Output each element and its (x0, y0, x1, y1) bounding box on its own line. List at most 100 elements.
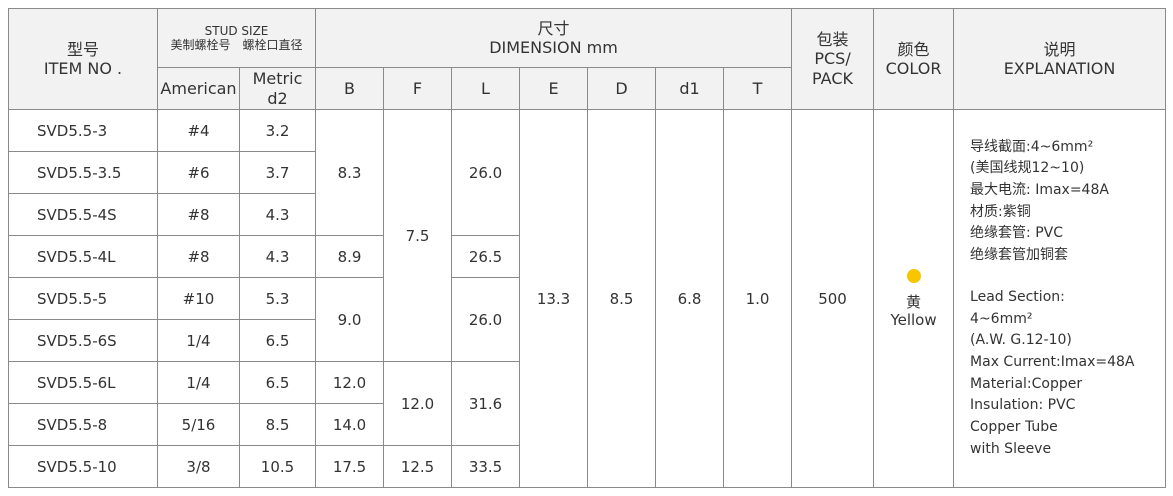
text-line: Yellow (890, 310, 937, 329)
text-line: 10.5 (260, 457, 295, 476)
text-line: d2 (267, 88, 288, 108)
text-line: PACK (812, 68, 853, 88)
data-row: SVD5.5-8 5/16 8.5 14.0 (8, 403, 1166, 446)
header-row: 型号 ITEM NO . STUD SIZE 美制螺栓号 螺栓口直径 尺寸 DIMENSI… (8, 8, 1167, 110)
spacer (970, 267, 1165, 287)
text-line: 26.0 (468, 163, 503, 182)
american-header: American (157, 67, 240, 110)
dim-cell: 9.0 (315, 277, 385, 362)
text-line: 4.3 (265, 247, 290, 266)
dim-header: E (519, 67, 589, 110)
text-line: D (615, 78, 628, 98)
text-line: Insulation: PVC (970, 397, 1076, 414)
dim-cell: 17.5 (315, 445, 385, 488)
item-cell: SVD5.5-3 (8, 109, 158, 152)
text-line: 5.3 (265, 289, 290, 308)
dim-cell: 6.8 (655, 109, 725, 488)
metric-cell: 4.3 (238, 193, 317, 236)
dim-cell: 12.0 (383, 361, 453, 446)
text-line: F (412, 78, 423, 98)
dim-header: L (451, 67, 521, 110)
stud-header: STUD SIZE 美制螺栓号 螺栓口直径 (156, 8, 317, 68)
text-line: American (160, 78, 237, 98)
text-line: SVD5.5-5 (37, 289, 108, 308)
dim-cell: 26.0 (451, 109, 521, 236)
text-line: with Sleeve (970, 440, 1052, 457)
text-line: 14.0 (332, 415, 367, 434)
text-line: 3.7 (265, 163, 290, 182)
dim-cell: 8.3 (315, 109, 385, 236)
item-header: 型号 ITEM NO . (8, 8, 158, 110)
text-line: 美制螺栓号 螺栓口直径 (170, 38, 303, 52)
text-line: 6.5 (265, 331, 290, 350)
metric-header: Metric d2 (238, 67, 317, 110)
dim-cell: 8.5 (587, 109, 657, 488)
text-line: 12.0 (400, 394, 435, 413)
text-line: (美国线规12~10) (970, 160, 1085, 177)
text-line: STUD SIZE (204, 23, 269, 38)
metric-cell: 6.5 (238, 361, 317, 404)
text-line: #8 (187, 247, 210, 266)
text-line: 17.5 (332, 457, 367, 476)
explanation-cell: 导线截面:4~6mm² (美国线规12~10) 最大电流: Imax=48A 材质:紫… (953, 109, 1167, 488)
text-line: SVD5.5-3.5 (37, 163, 122, 182)
text-line: 4~6mm² (970, 310, 1033, 327)
dimension-header: 尺寸 DIMENSION mm (315, 8, 793, 68)
metric-cell: 6.5 (238, 319, 317, 362)
color-dot (906, 268, 921, 283)
text-line: 12.0 (332, 373, 367, 392)
text-line: SVD5.5-3 (37, 121, 108, 140)
american-cell: 5/16 (157, 403, 240, 446)
american-cell: 1/4 (157, 319, 240, 362)
text-line: 3.2 (265, 121, 290, 140)
dim-header: d1 (655, 67, 725, 110)
text-line: PCS/ (814, 49, 851, 69)
text-line: 1/4 (186, 331, 211, 350)
text-line: 33.5 (468, 457, 503, 476)
text-line: B (344, 78, 355, 98)
metric-cell: 10.5 (238, 445, 317, 488)
dim-cell: 31.6 (451, 361, 521, 446)
text-line: COLOR (885, 59, 942, 78)
text-line: 型号 (66, 39, 99, 59)
data-row: SVD5.5-5 #10 5.3 9.0 26.0 (8, 277, 1166, 362)
text-line: 6.5 (265, 373, 290, 392)
text-line: SVD5.5-4S (37, 205, 117, 224)
text-line: 7.5 (405, 226, 430, 245)
dim-cell: 12.0 (315, 361, 385, 404)
text-line: SVD5.5-6L (37, 373, 116, 392)
text-line: 1/4 (186, 373, 211, 392)
text-line: SVD5.5-8 (37, 415, 108, 434)
american-cell: #8 (157, 235, 240, 278)
american-cell: 3/8 (157, 445, 240, 488)
text-line: 包装 (816, 30, 849, 50)
text-line: 6.8 (677, 289, 702, 308)
text-line: #4 (187, 121, 210, 140)
metric-cell: 3.2 (238, 109, 317, 152)
text-line: (A.W. G.12-10) (970, 332, 1072, 349)
item-cell: SVD5.5-4L (8, 235, 158, 278)
text-line: 13.3 (536, 289, 571, 308)
american-cell: #10 (157, 277, 240, 320)
text-line: 绝缘套管加铜套 (970, 247, 1069, 264)
dim-cell: 1.0 (723, 109, 793, 488)
metric-cell: 4.3 (238, 235, 317, 278)
text-line: SVD5.5-10 (37, 457, 117, 476)
text-line: 1.0 (745, 289, 770, 308)
spec-table: 型号 ITEM NO . STUD SIZE 美制螺栓号 螺栓口直径 尺寸 DIMENSI… (8, 8, 1167, 488)
text-line: 尺寸 (537, 18, 570, 38)
dim-cell: 14.0 (315, 403, 385, 446)
text-line: EXPLANATION (1003, 59, 1116, 78)
text-line: Lead Section: (970, 288, 1065, 305)
data-row: SVD5.5-10 3/8 10.5 17.5 12.5 33.5 (8, 445, 1166, 488)
american-cell: #6 (157, 151, 240, 194)
text-line: 31.6 (468, 394, 503, 413)
text-line: 26.5 (468, 247, 503, 266)
text-line: 8.3 (337, 163, 362, 182)
metric-cell: 3.7 (238, 151, 317, 194)
text-line: 5/16 (181, 415, 216, 434)
data-row: SVD5.5-6L 1/4 6.5 12.0 12.0 31.6 (8, 361, 1166, 446)
text-line: 26.0 (468, 310, 503, 329)
text-line: Material:Copper (970, 375, 1083, 392)
